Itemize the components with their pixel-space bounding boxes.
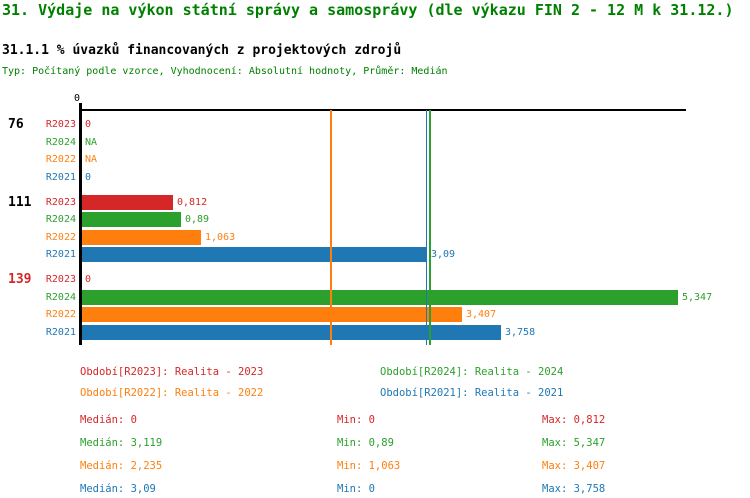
indicator-subtitle: 31.1.1 % úvazků financovaných z projekto… <box>2 43 402 58</box>
bar-value-label: NA <box>85 136 98 148</box>
series-label: R2021 <box>45 249 76 260</box>
series-label: R2022 <box>45 154 76 165</box>
bar <box>82 307 462 322</box>
median-line-R2024 <box>429 110 431 345</box>
series-label: R2022 <box>45 231 76 243</box>
stat-max-R2023: Max: 0,812 <box>542 414 606 426</box>
series-label: R2022 <box>45 309 76 320</box>
bar <box>82 289 678 305</box>
stat-median-R2023: Medián: 0 <box>80 414 137 426</box>
stat-median-R2021: Medián: 3,09 <box>80 483 156 495</box>
bar <box>82 324 501 340</box>
y-axis-line <box>79 103 82 345</box>
bar-value-label: 0,812 <box>177 196 208 208</box>
bar-value-label: 5,347 <box>682 291 713 303</box>
indicator-type-line: Typ: Počítaný podle vzorce, Vyhodnocení:… <box>2 66 448 77</box>
x-axis-line <box>79 109 686 111</box>
series-label: R2023 <box>45 274 76 285</box>
bar-value-label: 3,407 <box>466 309 497 320</box>
series-label: R2024 <box>45 291 76 303</box>
series-label: R2023 <box>45 196 76 208</box>
stat-max-R2024: Max: 5,347 <box>542 437 606 449</box>
median-line-R2022 <box>330 110 332 345</box>
bar <box>82 247 427 262</box>
page-title: 31. Výdaje na výkon státní správy a samo… <box>2 1 734 19</box>
bar-value-label: 0 <box>85 274 92 285</box>
bar-value-label: 0,89 <box>185 214 210 225</box>
legend-item-R2021: Období[R2021]: Realita - 2021 <box>380 387 564 399</box>
series-label: R2024 <box>45 136 76 148</box>
bar-value-label: 0 <box>85 119 92 130</box>
stat-median-R2022: Medián: 2,235 <box>80 460 163 472</box>
legend-item-R2023: Období[R2023]: Realita - 2023 <box>80 366 264 378</box>
x-axis-tick-label: 0 <box>74 93 81 104</box>
stat-median-R2024: Medián: 3,119 <box>80 437 163 449</box>
series-label: R2021 <box>45 326 76 338</box>
series-label: R2024 <box>45 214 76 225</box>
legend-item-R2024: Období[R2024]: Realita - 2024 <box>380 366 564 378</box>
stat-max-R2022: Max: 3,407 <box>542 460 606 472</box>
stat-min-R2022: Min: 1,063 <box>337 460 401 472</box>
series-label: R2023 <box>45 119 76 130</box>
group-label: 76 <box>8 117 24 132</box>
stat-min-R2023: Min: 0 <box>337 414 375 426</box>
bar-value-label: 1,063 <box>205 231 236 243</box>
bar-value-label: NA <box>85 154 98 165</box>
stat-min-R2021: Min: 0 <box>337 483 375 495</box>
bar <box>82 194 173 210</box>
bar <box>82 229 201 245</box>
group-label: 111 <box>8 194 32 210</box>
stat-min-R2024: Min: 0,89 <box>337 437 394 449</box>
bar-value-label: 3,09 <box>431 249 456 260</box>
bar <box>82 212 181 227</box>
legend-item-R2022: Období[R2022]: Realita - 2022 <box>80 387 264 399</box>
bar-value-label: 3,758 <box>505 326 536 338</box>
stat-max-R2021: Max: 3,758 <box>542 483 606 495</box>
series-label: R2021 <box>45 171 76 183</box>
group-label: 139 <box>8 272 32 287</box>
median-line-R2021 <box>425 110 428 345</box>
bar-value-label: 0 <box>85 171 92 183</box>
